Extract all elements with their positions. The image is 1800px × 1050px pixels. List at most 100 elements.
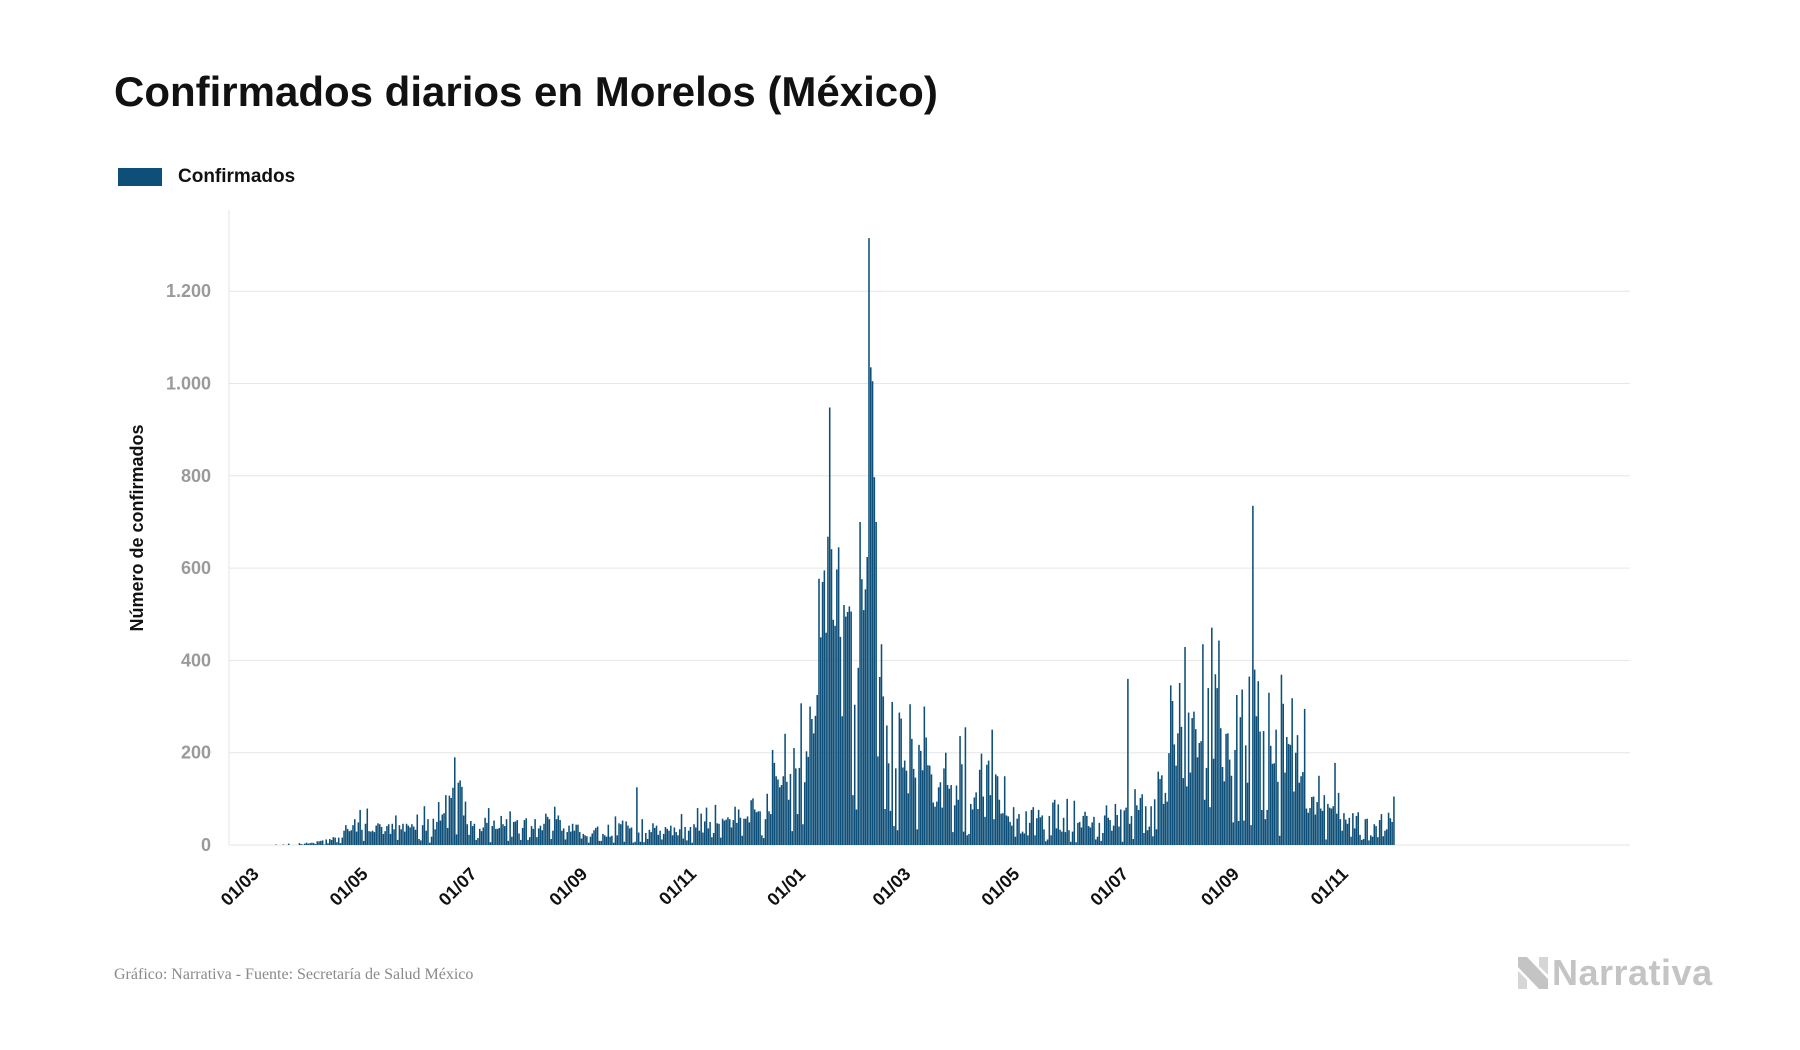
bar — [1364, 819, 1367, 845]
bar — [889, 810, 892, 845]
bar — [471, 826, 474, 845]
bar — [1271, 763, 1274, 845]
bar — [428, 842, 431, 845]
bar — [696, 808, 699, 845]
bar — [848, 606, 851, 845]
bar — [1207, 688, 1210, 845]
bar — [1314, 814, 1317, 845]
bar — [1368, 840, 1370, 845]
bar — [1334, 762, 1336, 845]
bar — [1162, 803, 1165, 845]
bar — [1353, 828, 1356, 845]
bar — [436, 821, 438, 845]
bar — [346, 828, 349, 845]
bar — [1241, 689, 1243, 845]
bar — [468, 834, 470, 845]
bar — [1234, 749, 1236, 845]
bar — [403, 831, 406, 845]
bar — [595, 827, 597, 845]
bar — [1028, 822, 1031, 845]
bar — [1066, 798, 1068, 845]
bar — [1027, 835, 1029, 845]
x-tick-label: 01/09 — [545, 864, 591, 910]
bar — [593, 830, 595, 845]
bar — [1384, 830, 1386, 845]
bar — [837, 547, 840, 845]
x-tick-label: 01/07 — [435, 864, 481, 910]
bar — [434, 829, 436, 845]
y-tick-label: 600 — [181, 558, 211, 578]
bar — [737, 809, 740, 845]
bar — [1107, 817, 1110, 845]
bar — [1266, 809, 1268, 845]
bar — [1134, 789, 1136, 845]
bar — [480, 831, 483, 845]
bar — [287, 843, 290, 845]
bar — [725, 819, 727, 845]
bar — [1023, 833, 1026, 845]
bar — [893, 826, 895, 845]
bar — [1375, 826, 1377, 845]
bar — [387, 824, 390, 845]
bar — [695, 827, 697, 845]
bar — [602, 833, 604, 845]
bar — [587, 842, 590, 845]
bar — [1080, 827, 1083, 845]
bar — [536, 837, 538, 845]
bar — [1325, 839, 1327, 845]
bar — [1287, 743, 1290, 845]
bar — [768, 811, 770, 845]
bar — [1012, 807, 1015, 845]
bar — [1189, 772, 1192, 845]
bar — [625, 821, 627, 845]
bar — [1377, 837, 1379, 845]
bar — [1127, 678, 1129, 845]
bar — [441, 814, 444, 845]
y-tick-label: 200 — [181, 743, 211, 763]
bar — [791, 831, 793, 845]
bar — [884, 809, 886, 845]
bar — [1261, 809, 1263, 845]
bar — [548, 819, 551, 845]
bar — [362, 840, 365, 845]
bar — [1316, 802, 1318, 845]
bar — [393, 829, 395, 845]
bar — [525, 818, 527, 845]
bar — [354, 819, 356, 845]
bar — [366, 808, 369, 845]
bar — [620, 824, 622, 845]
bar — [887, 763, 890, 845]
bar — [505, 819, 508, 845]
bar — [1216, 688, 1218, 845]
bar — [1305, 808, 1308, 845]
bar — [1046, 839, 1049, 845]
bar — [384, 831, 386, 845]
y-tick-label: 1.000 — [166, 374, 211, 394]
bar — [461, 786, 463, 845]
bar — [953, 805, 956, 845]
bar — [1277, 781, 1279, 845]
bar — [877, 756, 879, 845]
bar — [1166, 801, 1168, 845]
bar — [716, 823, 719, 845]
bar — [693, 824, 695, 845]
bar — [1139, 797, 1142, 845]
bar — [984, 816, 986, 845]
bar — [1257, 681, 1260, 845]
bar — [598, 840, 601, 845]
bar — [546, 816, 549, 845]
bar — [1093, 816, 1095, 845]
bar — [405, 823, 408, 845]
bar — [1198, 743, 1201, 845]
bar — [1296, 735, 1299, 845]
bar — [971, 809, 974, 845]
bar — [1187, 712, 1190, 845]
bar — [1225, 733, 1227, 845]
bar — [511, 836, 513, 845]
bar — [1180, 726, 1183, 845]
bar — [1171, 701, 1174, 845]
bar — [852, 795, 854, 845]
bar — [930, 774, 933, 845]
bar — [336, 842, 338, 845]
bar — [989, 795, 992, 845]
